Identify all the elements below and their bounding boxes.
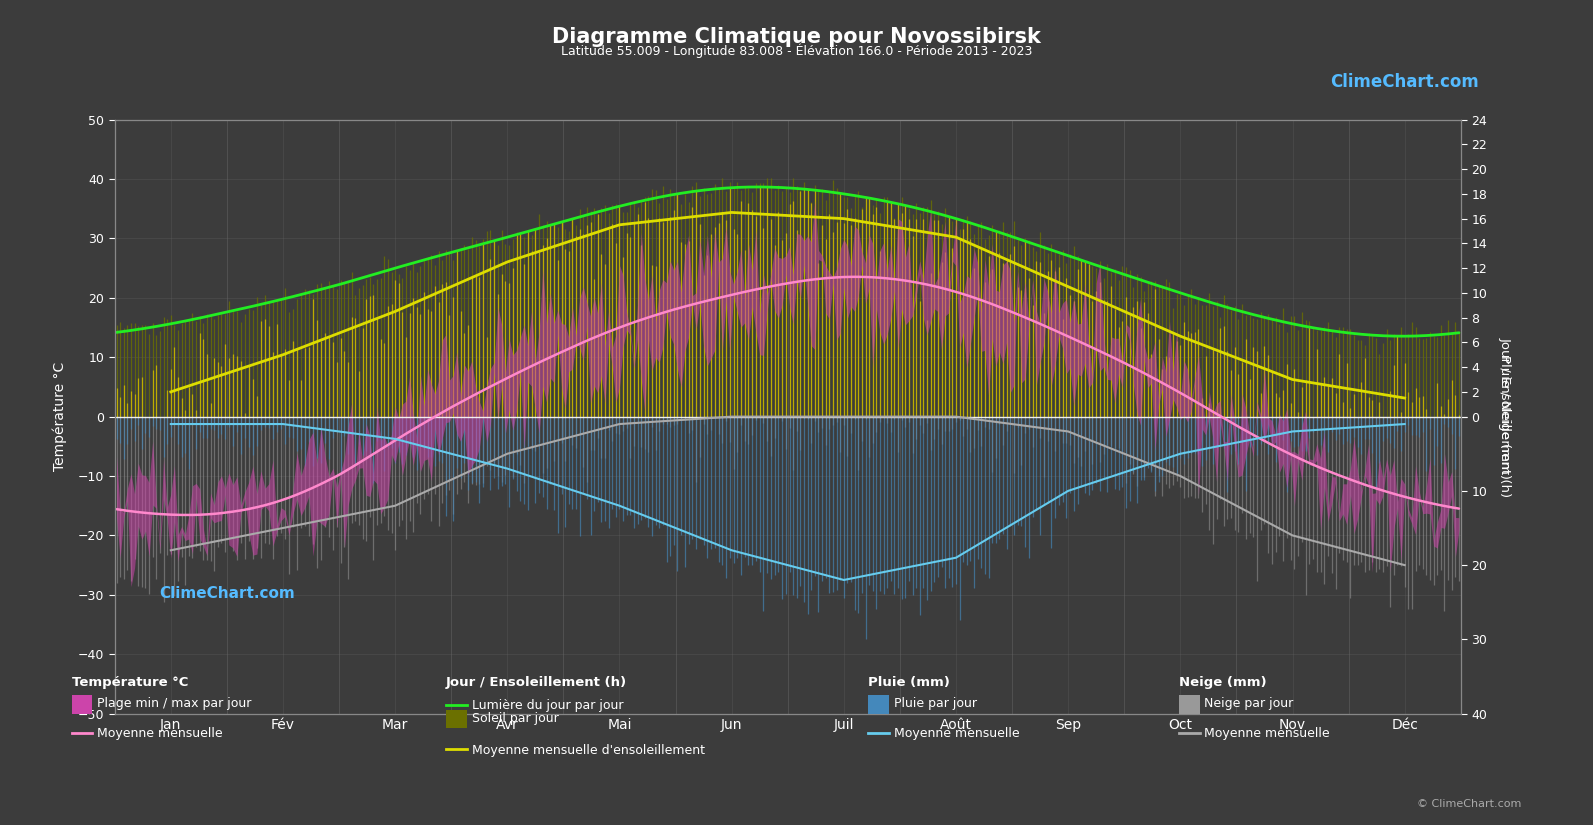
Text: Latitude 55.009 - Longitude 83.008 - Élévation 166.0 - Période 2013 - 2023: Latitude 55.009 - Longitude 83.008 - Élé… bbox=[561, 44, 1032, 59]
Text: Jour / Ensoleillement (h): Jour / Ensoleillement (h) bbox=[446, 676, 628, 689]
Text: Plage min / max par jour: Plage min / max par jour bbox=[97, 697, 252, 710]
Text: Lumière du jour par jour: Lumière du jour par jour bbox=[472, 699, 623, 712]
Text: Neige (mm): Neige (mm) bbox=[1179, 676, 1266, 689]
Text: Pluie par jour: Pluie par jour bbox=[894, 697, 977, 710]
Y-axis label: Température °C: Température °C bbox=[53, 362, 67, 471]
Y-axis label: Jour / Ensoleillement (h): Jour / Ensoleillement (h) bbox=[1497, 337, 1512, 497]
Text: Température °C: Température °C bbox=[72, 676, 188, 689]
Text: © ClimeChart.com: © ClimeChart.com bbox=[1416, 799, 1521, 808]
Text: Soleil par jour: Soleil par jour bbox=[472, 712, 558, 725]
Text: Moyenne mensuelle: Moyenne mensuelle bbox=[97, 727, 223, 740]
Text: Moyenne mensuelle: Moyenne mensuelle bbox=[894, 727, 1020, 740]
Text: Diagramme Climatique pour Novossibirsk: Diagramme Climatique pour Novossibirsk bbox=[553, 27, 1040, 47]
Text: ClimeChart.com: ClimeChart.com bbox=[159, 586, 295, 601]
Text: Moyenne mensuelle: Moyenne mensuelle bbox=[1204, 727, 1330, 740]
Y-axis label: Pluie / Neige (mm): Pluie / Neige (mm) bbox=[1497, 355, 1512, 478]
Text: Moyenne mensuelle d'ensoleillement: Moyenne mensuelle d'ensoleillement bbox=[472, 744, 704, 757]
Text: Neige par jour: Neige par jour bbox=[1204, 697, 1294, 710]
Text: Pluie (mm): Pluie (mm) bbox=[868, 676, 949, 689]
Text: ClimeChart.com: ClimeChart.com bbox=[1330, 73, 1478, 91]
